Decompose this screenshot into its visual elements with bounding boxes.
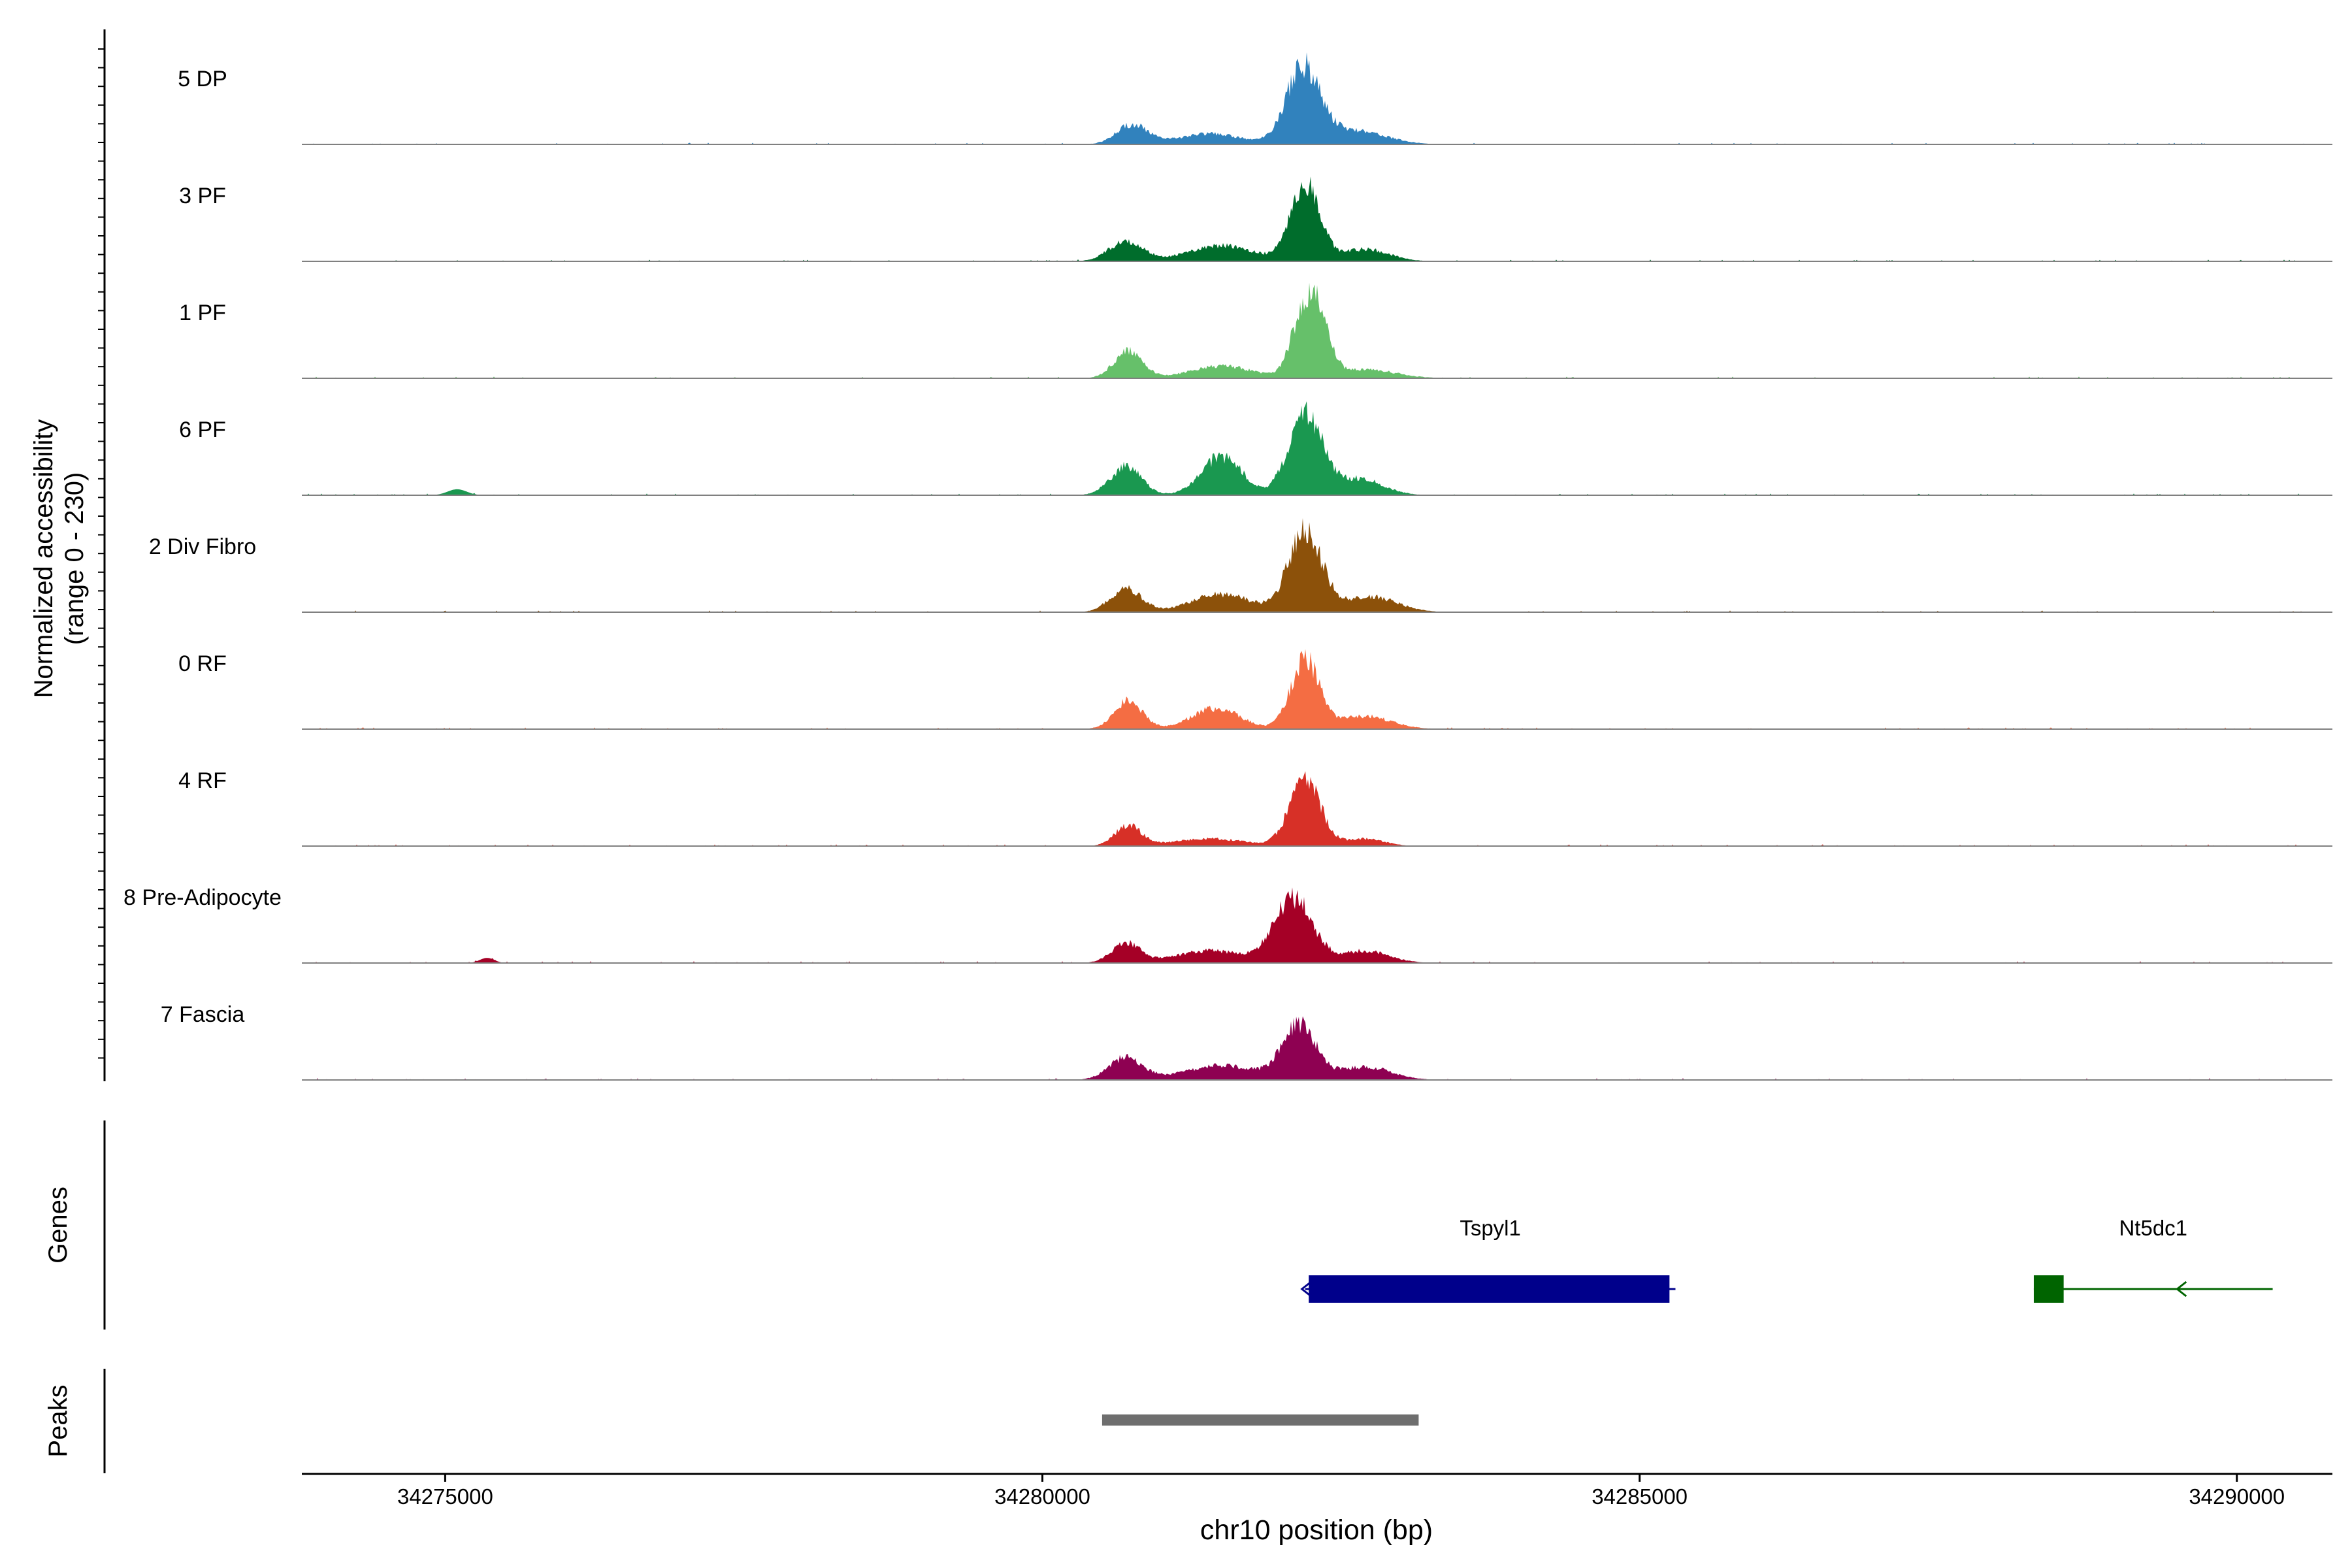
x-axis: 34275000 34280000 34285000 34290000 [302, 1473, 2332, 1509]
track-label: 3 PF [179, 184, 226, 208]
x-tick-label: 34285000 [1592, 1484, 1688, 1509]
x-tick-label: 34290000 [2189, 1484, 2285, 1509]
coverage-area [302, 887, 2310, 963]
track-label: 2 Div Fibro [149, 534, 256, 559]
gene-label: Nt5dc1 [2119, 1216, 2187, 1240]
track-2-div-fibro: 2 Div Fibro [149, 518, 2332, 613]
track-1-pf: 1 PF [179, 282, 2332, 379]
gene-exon [1309, 1275, 1670, 1303]
track-8-pre-adipocyte: 8 Pre-Adipocyte [123, 885, 2332, 964]
track-label: 4 RF [178, 768, 227, 793]
coverage-tracks: 5 DP 3 PF 1 PF 6 PF 2 Div Fibro 0 RF 4 RF 8 Pre… [123, 52, 2332, 1081]
track-4-rf: 4 RF [178, 768, 2332, 847]
x-tick-label: 34275000 [397, 1484, 493, 1509]
coverage-area [302, 401, 2310, 495]
genes-panel-label: Genes [44, 1186, 73, 1264]
track-label: 7 Fascia [161, 1002, 245, 1027]
gene-label: Tspyl1 [1460, 1216, 1521, 1240]
track-label: 0 RF [178, 651, 227, 676]
track-6-pf: 6 PF [179, 401, 2332, 496]
genes-panel: Tspyl1 Nt5dc1 [103, 1120, 2273, 1330]
track-7-fascia: 7 Fascia [161, 1002, 2332, 1081]
track-label: 6 PF [179, 417, 226, 442]
y-axis [98, 29, 106, 1081]
gene-nt5dc1: Nt5dc1 [2033, 1216, 2273, 1303]
y-axis-range-label: (range 0 - 230) [60, 472, 89, 645]
peaks-panel-label: Peaks [44, 1384, 73, 1457]
coverage-area [302, 771, 2310, 846]
coverage-area [302, 52, 2310, 144]
strand-arrow-icon [2175, 1281, 2187, 1298]
coverage-area [302, 282, 2310, 378]
coverage-area [302, 176, 2310, 261]
track-0-rf: 0 RF [178, 649, 2332, 730]
x-axis-label: chr10 position (bp) [1200, 1514, 1433, 1546]
gene-tspyl1: Tspyl1 [1300, 1216, 1676, 1303]
coverage-area [302, 649, 2310, 729]
track-label: 8 Pre-Adipocyte [123, 885, 282, 910]
gene-exon [2033, 1275, 2064, 1303]
x-tick-label: 34280000 [994, 1484, 1090, 1509]
track-3-pf: 3 PF [179, 176, 2332, 262]
strand-arrow-icon [1300, 1281, 1312, 1298]
peaks-panel [103, 1369, 1419, 1473]
track-label: 1 PF [179, 301, 226, 325]
peak-region [1102, 1414, 1419, 1426]
coverage-area [302, 1016, 2310, 1080]
y-axis-label: Normalized accessibility [29, 419, 58, 698]
track-5-dp: 5 DP [178, 52, 2332, 145]
coverage-area [302, 518, 2310, 612]
track-label: 5 DP [178, 67, 227, 91]
